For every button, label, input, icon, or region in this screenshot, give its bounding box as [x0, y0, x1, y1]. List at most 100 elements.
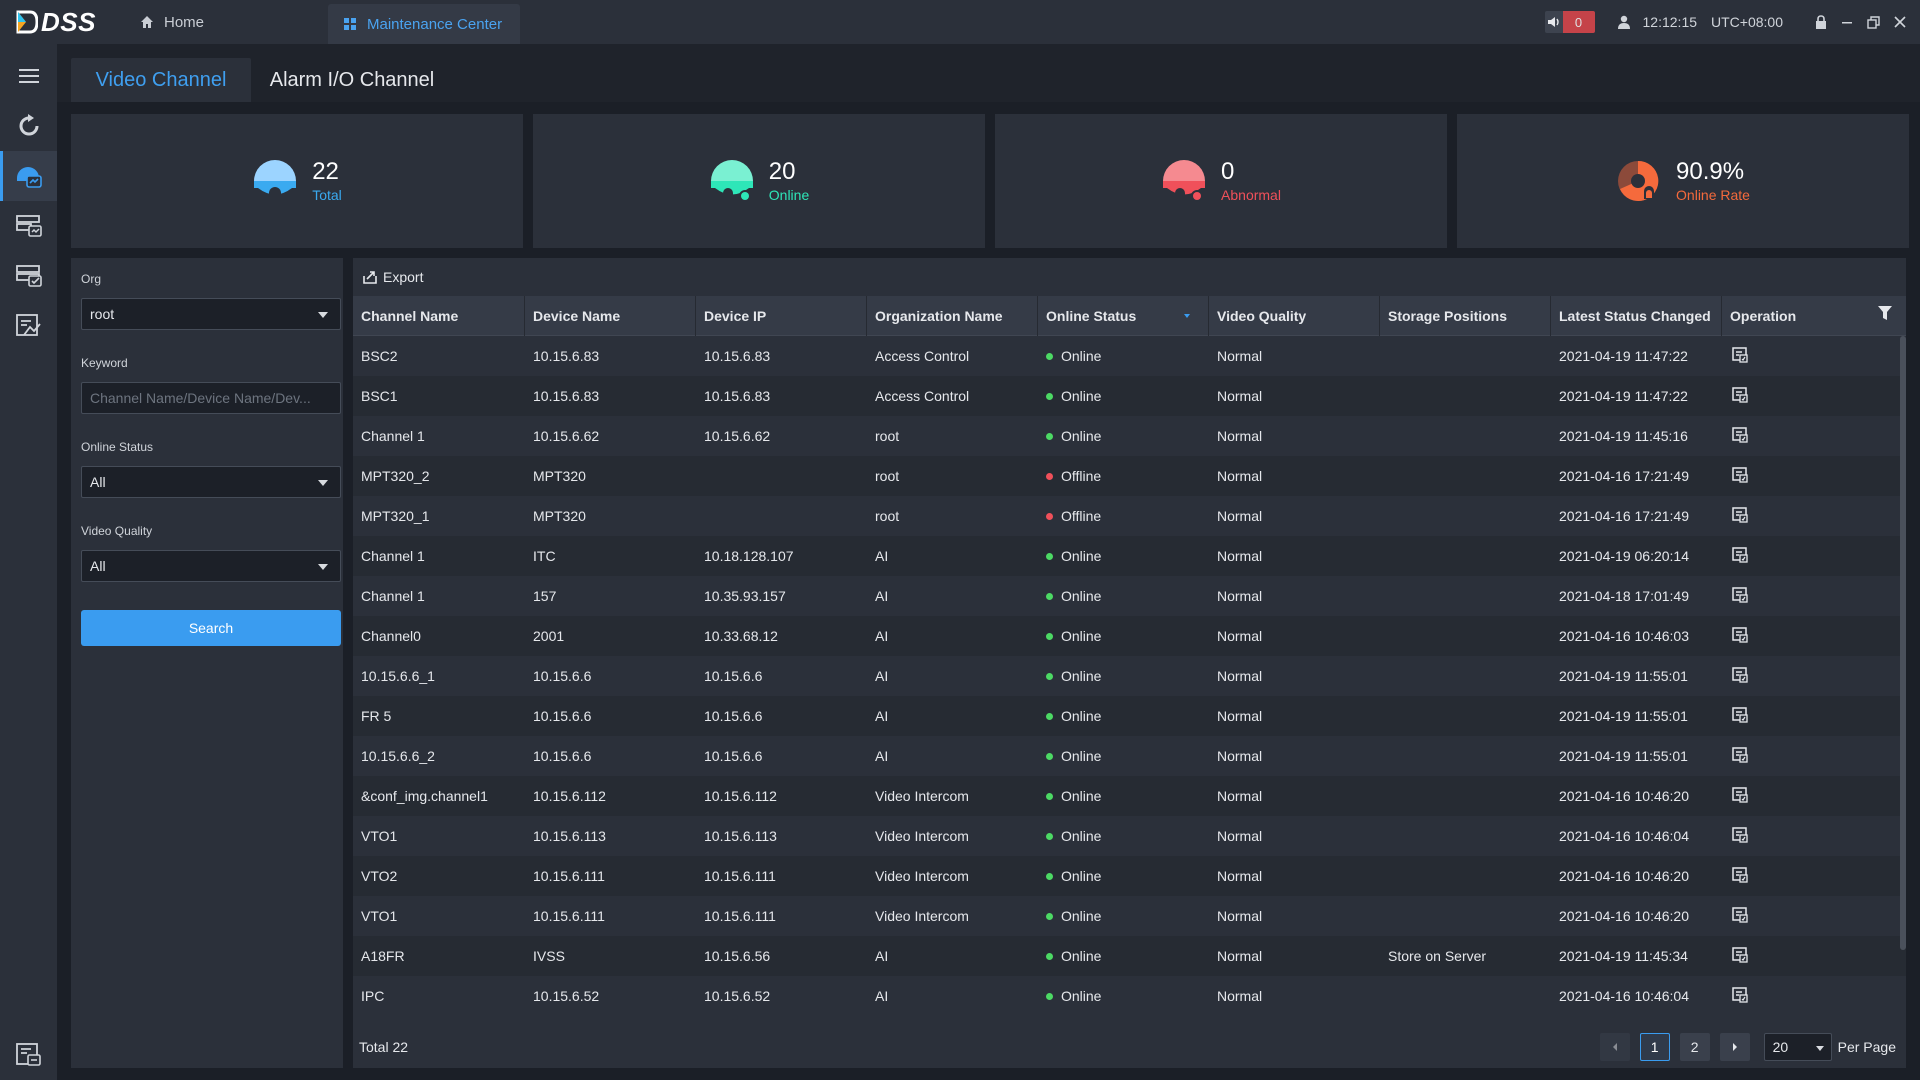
operation-cell[interactable]: [1722, 346, 1906, 366]
report-icon[interactable]: [0, 301, 57, 351]
table-row[interactable]: Channel 1 157 10.35.93.157 AI Online Normal 20…: [353, 576, 1906, 616]
table-row[interactable]: MPT320_1 MPT320 root Offline Normal 2021-04-1…: [353, 496, 1906, 536]
restore-icon[interactable]: [1867, 15, 1880, 29]
column-header[interactable]: Device Name: [525, 296, 696, 336]
table-row[interactable]: VTO1 10.15.6.113 10.15.6.113 Video Intercom…: [353, 816, 1906, 856]
alarm-sound-button[interactable]: 0: [1544, 11, 1595, 33]
user-icon[interactable]: [1617, 15, 1631, 29]
close-icon[interactable]: [1894, 16, 1906, 28]
org-select[interactable]: root: [81, 298, 341, 330]
status-cell: Online: [1038, 388, 1209, 404]
table-row[interactable]: VTO2 10.15.6.111 10.15.6.111 Video Intercom…: [353, 856, 1906, 896]
table-row[interactable]: FR 5 10.15.6.6 10.15.6.6 AI Online Normal 2021…: [353, 696, 1906, 736]
table-row[interactable]: BSC1 10.15.6.83 10.15.6.83 Access Control On…: [353, 376, 1906, 416]
status-detail-icon[interactable]: [1732, 826, 1748, 843]
tab-video-channel[interactable]: Video Channel: [71, 58, 251, 102]
operation-cell[interactable]: [1722, 706, 1906, 726]
sort-icon[interactable]: [1184, 314, 1190, 318]
operation-cell[interactable]: [1722, 626, 1906, 646]
operation-cell[interactable]: [1722, 546, 1906, 566]
operation-cell[interactable]: [1722, 586, 1906, 606]
status-detail-icon[interactable]: [1732, 946, 1748, 963]
table-row[interactable]: A18FR IVSS 10.15.6.56 AI Online Normal Store o…: [353, 936, 1906, 976]
operation-cell[interactable]: [1722, 426, 1906, 446]
status-detail-icon[interactable]: [1732, 706, 1748, 723]
table-row[interactable]: 10.15.6.6_2 10.15.6.6 10.15.6.6 AI Online Nor…: [353, 736, 1906, 776]
operation-cell[interactable]: [1722, 466, 1906, 486]
operation-cell[interactable]: [1722, 866, 1906, 886]
table-row[interactable]: 10.15.6.6_1 10.15.6.6 10.15.6.6 AI Online Nor…: [353, 656, 1906, 696]
operation-cell[interactable]: [1722, 946, 1906, 966]
status-text: Online: [1061, 748, 1102, 764]
column-header-label: Storage Positions: [1388, 308, 1508, 324]
log-icon[interactable]: [0, 1030, 57, 1080]
online-status-select[interactable]: All: [81, 466, 341, 498]
status-detail-icon[interactable]: [1732, 626, 1748, 643]
video-quality-select[interactable]: All: [81, 550, 341, 582]
column-header[interactable]: Device IP: [696, 296, 867, 336]
operation-cell[interactable]: [1722, 986, 1906, 1006]
table-row[interactable]: &conf_img.channel1 10.15.6.112 10.15.6.112…: [353, 776, 1906, 816]
status-detail-icon[interactable]: [1732, 986, 1748, 1003]
status-dot-icon: [1046, 793, 1053, 800]
table-row[interactable]: Channel0 2001 10.33.68.12 AI Online Normal 202…: [353, 616, 1906, 656]
status-detail-icon[interactable]: [1732, 346, 1748, 363]
table-cell: 10.15.6.6: [533, 708, 592, 724]
tab-alarm-io-channel[interactable]: Alarm I/O Channel: [269, 68, 435, 91]
keyword-input[interactable]: [81, 382, 341, 414]
status-detail-icon[interactable]: [1732, 466, 1748, 483]
status-detail-icon[interactable]: [1732, 546, 1748, 563]
operation-cell[interactable]: [1722, 506, 1906, 526]
column-header[interactable]: Latest Status Changed: [1551, 296, 1722, 336]
menu-icon[interactable]: [0, 51, 57, 101]
table-row[interactable]: MPT320_2 MPT320 root Offline Normal 2021-04-1…: [353, 456, 1906, 496]
page-1-button[interactable]: 1: [1639, 1033, 1670, 1061]
export-button[interactable]: Export: [363, 269, 423, 285]
minimize-icon[interactable]: [1841, 16, 1853, 28]
operation-cell[interactable]: [1722, 746, 1906, 766]
status-detail-icon[interactable]: [1732, 666, 1748, 683]
search-button[interactable]: Search: [81, 610, 341, 646]
operation-cell[interactable]: [1722, 666, 1906, 686]
operation-cell[interactable]: [1722, 826, 1906, 846]
table-row[interactable]: VTO1 10.15.6.111 10.15.6.111 Video Intercom…: [353, 896, 1906, 936]
column-header[interactable]: Channel Name: [353, 296, 525, 336]
operation-cell[interactable]: [1722, 386, 1906, 406]
column-header[interactable]: Online Status: [1038, 296, 1209, 336]
next-page-button[interactable]: [1719, 1033, 1750, 1061]
filter-icon[interactable]: [1878, 306, 1892, 320]
status-detail-icon[interactable]: [1732, 866, 1748, 883]
status-detail-icon[interactable]: [1732, 386, 1748, 403]
refresh-icon[interactable]: [0, 101, 57, 151]
status-detail-icon[interactable]: [1732, 906, 1748, 923]
tab-home[interactable]: Home: [130, 0, 328, 44]
table-scrollbar[interactable]: [1900, 336, 1906, 950]
status-detail-icon[interactable]: [1732, 786, 1748, 803]
page-2-button[interactable]: 2: [1679, 1033, 1710, 1061]
table-cell: AI: [875, 668, 889, 684]
operation-cell[interactable]: [1722, 786, 1906, 806]
column-header[interactable]: Video Quality: [1209, 296, 1380, 336]
table-cell: 2021-04-19 11:47:22: [1559, 348, 1688, 364]
table-row[interactable]: IPC 10.15.6.52 10.15.6.52 AI Online Normal 202…: [353, 976, 1906, 1016]
channel-status-icon[interactable]: [0, 151, 57, 201]
status-detail-icon[interactable]: [1732, 586, 1748, 603]
status-detail-icon[interactable]: [1732, 426, 1748, 443]
table-row[interactable]: BSC2 10.15.6.83 10.15.6.83 Access Control On…: [353, 336, 1906, 376]
column-header[interactable]: Organization Name: [867, 296, 1038, 336]
status-detail-icon[interactable]: [1732, 746, 1748, 763]
operation-cell[interactable]: [1722, 906, 1906, 926]
table-row[interactable]: Channel 1 ITC 10.18.128.107 AI Online Normal 2…: [353, 536, 1906, 576]
tab-maintenance-center[interactable]: Maintenance Center: [328, 4, 520, 44]
table-row[interactable]: Channel 1 10.15.6.62 10.15.6.62 root Online N…: [353, 416, 1906, 456]
storage-icon[interactable]: [0, 201, 57, 251]
column-header[interactable]: Storage Positions: [1380, 296, 1551, 336]
prev-page-button[interactable]: [1599, 1033, 1630, 1061]
channel-tabs: Video Channel Alarm I/O Channel: [57, 44, 1920, 102]
server-status-icon[interactable]: [0, 251, 57, 301]
per-page-select[interactable]: 20: [1763, 1033, 1832, 1061]
column-header[interactable]: Operation: [1722, 296, 1906, 336]
status-detail-icon[interactable]: [1732, 506, 1748, 523]
table-cell: 10.15.6.111: [533, 908, 605, 924]
lock-icon[interactable]: [1815, 15, 1827, 29]
